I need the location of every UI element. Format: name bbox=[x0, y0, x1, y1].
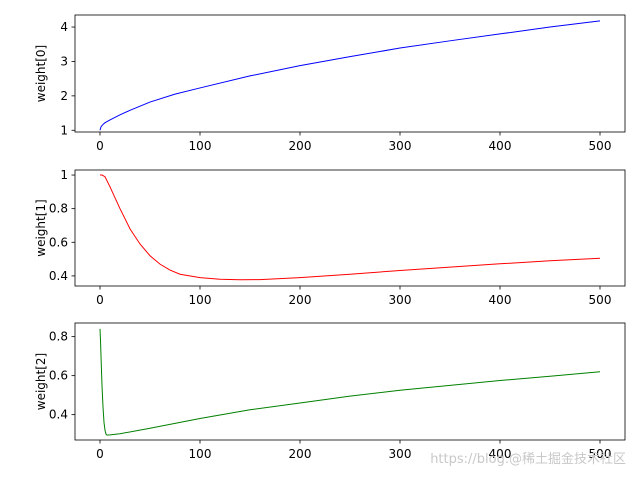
weight2-ylabel: weight[2] bbox=[34, 353, 48, 410]
x-tick-label: 100 bbox=[189, 293, 212, 307]
x-tick-label: 400 bbox=[489, 139, 512, 153]
subplot-weight-2: 0 100 200 300 400 500 0.4 0.6 0.8 weight[2] bbox=[34, 322, 626, 461]
y-tick-label: 0.8 bbox=[49, 202, 68, 216]
x-tick-label: 300 bbox=[389, 293, 412, 307]
x-tick-label: 200 bbox=[289, 447, 312, 461]
weight0-axes-frame bbox=[74, 14, 626, 133]
x-tick-label: 0 bbox=[96, 293, 104, 307]
weight2-axes-frame bbox=[74, 322, 626, 441]
x-tick-label: 200 bbox=[289, 293, 312, 307]
x-tick-label: 400 bbox=[489, 447, 512, 461]
y-tick-label: 0.4 bbox=[49, 269, 68, 283]
weight2-line bbox=[99, 328, 601, 436]
x-tick-label: 500 bbox=[589, 447, 612, 461]
x-tick-label: 500 bbox=[589, 293, 612, 307]
x-tick-label: 0 bbox=[96, 447, 104, 461]
y-tick-label: 3 bbox=[60, 54, 68, 68]
subplot-weight-1: 0 100 200 300 400 500 0.4 0.6 0.8 1 weight[1] bbox=[34, 168, 626, 307]
y-tick-label: 1 bbox=[60, 168, 68, 182]
x-tick-label: 100 bbox=[189, 447, 212, 461]
y-tick-label: 1 bbox=[60, 123, 68, 137]
y-tick-label: 0.4 bbox=[49, 408, 68, 422]
weight1-axes-frame bbox=[74, 169, 626, 287]
x-tick-label: 200 bbox=[289, 139, 312, 153]
y-tick-label: 0.6 bbox=[49, 369, 68, 383]
weight1-ylabel: weight[1] bbox=[34, 199, 48, 256]
x-tick-label: 400 bbox=[489, 293, 512, 307]
x-tick-label: 0 bbox=[96, 139, 104, 153]
subplot-weight-0: 0 100 200 300 400 500 1 2 3 4 weight[0] bbox=[34, 14, 626, 153]
weight1-line bbox=[100, 174, 601, 281]
x-tick-label: 100 bbox=[189, 139, 212, 153]
y-tick-label: 0.6 bbox=[49, 235, 68, 249]
weight0-line bbox=[99, 20, 601, 131]
y-tick-label: 0.8 bbox=[49, 330, 68, 344]
y-tick-label: 2 bbox=[60, 89, 68, 103]
watermark-text: https://blog.@稀土掘金技术社区 bbox=[430, 451, 626, 467]
x-tick-label: 300 bbox=[389, 447, 412, 461]
weight0-ylabel: weight[0] bbox=[34, 45, 48, 102]
x-tick-label: 300 bbox=[389, 139, 412, 153]
x-tick-label: 500 bbox=[589, 139, 612, 153]
y-tick-label: 4 bbox=[60, 20, 68, 34]
